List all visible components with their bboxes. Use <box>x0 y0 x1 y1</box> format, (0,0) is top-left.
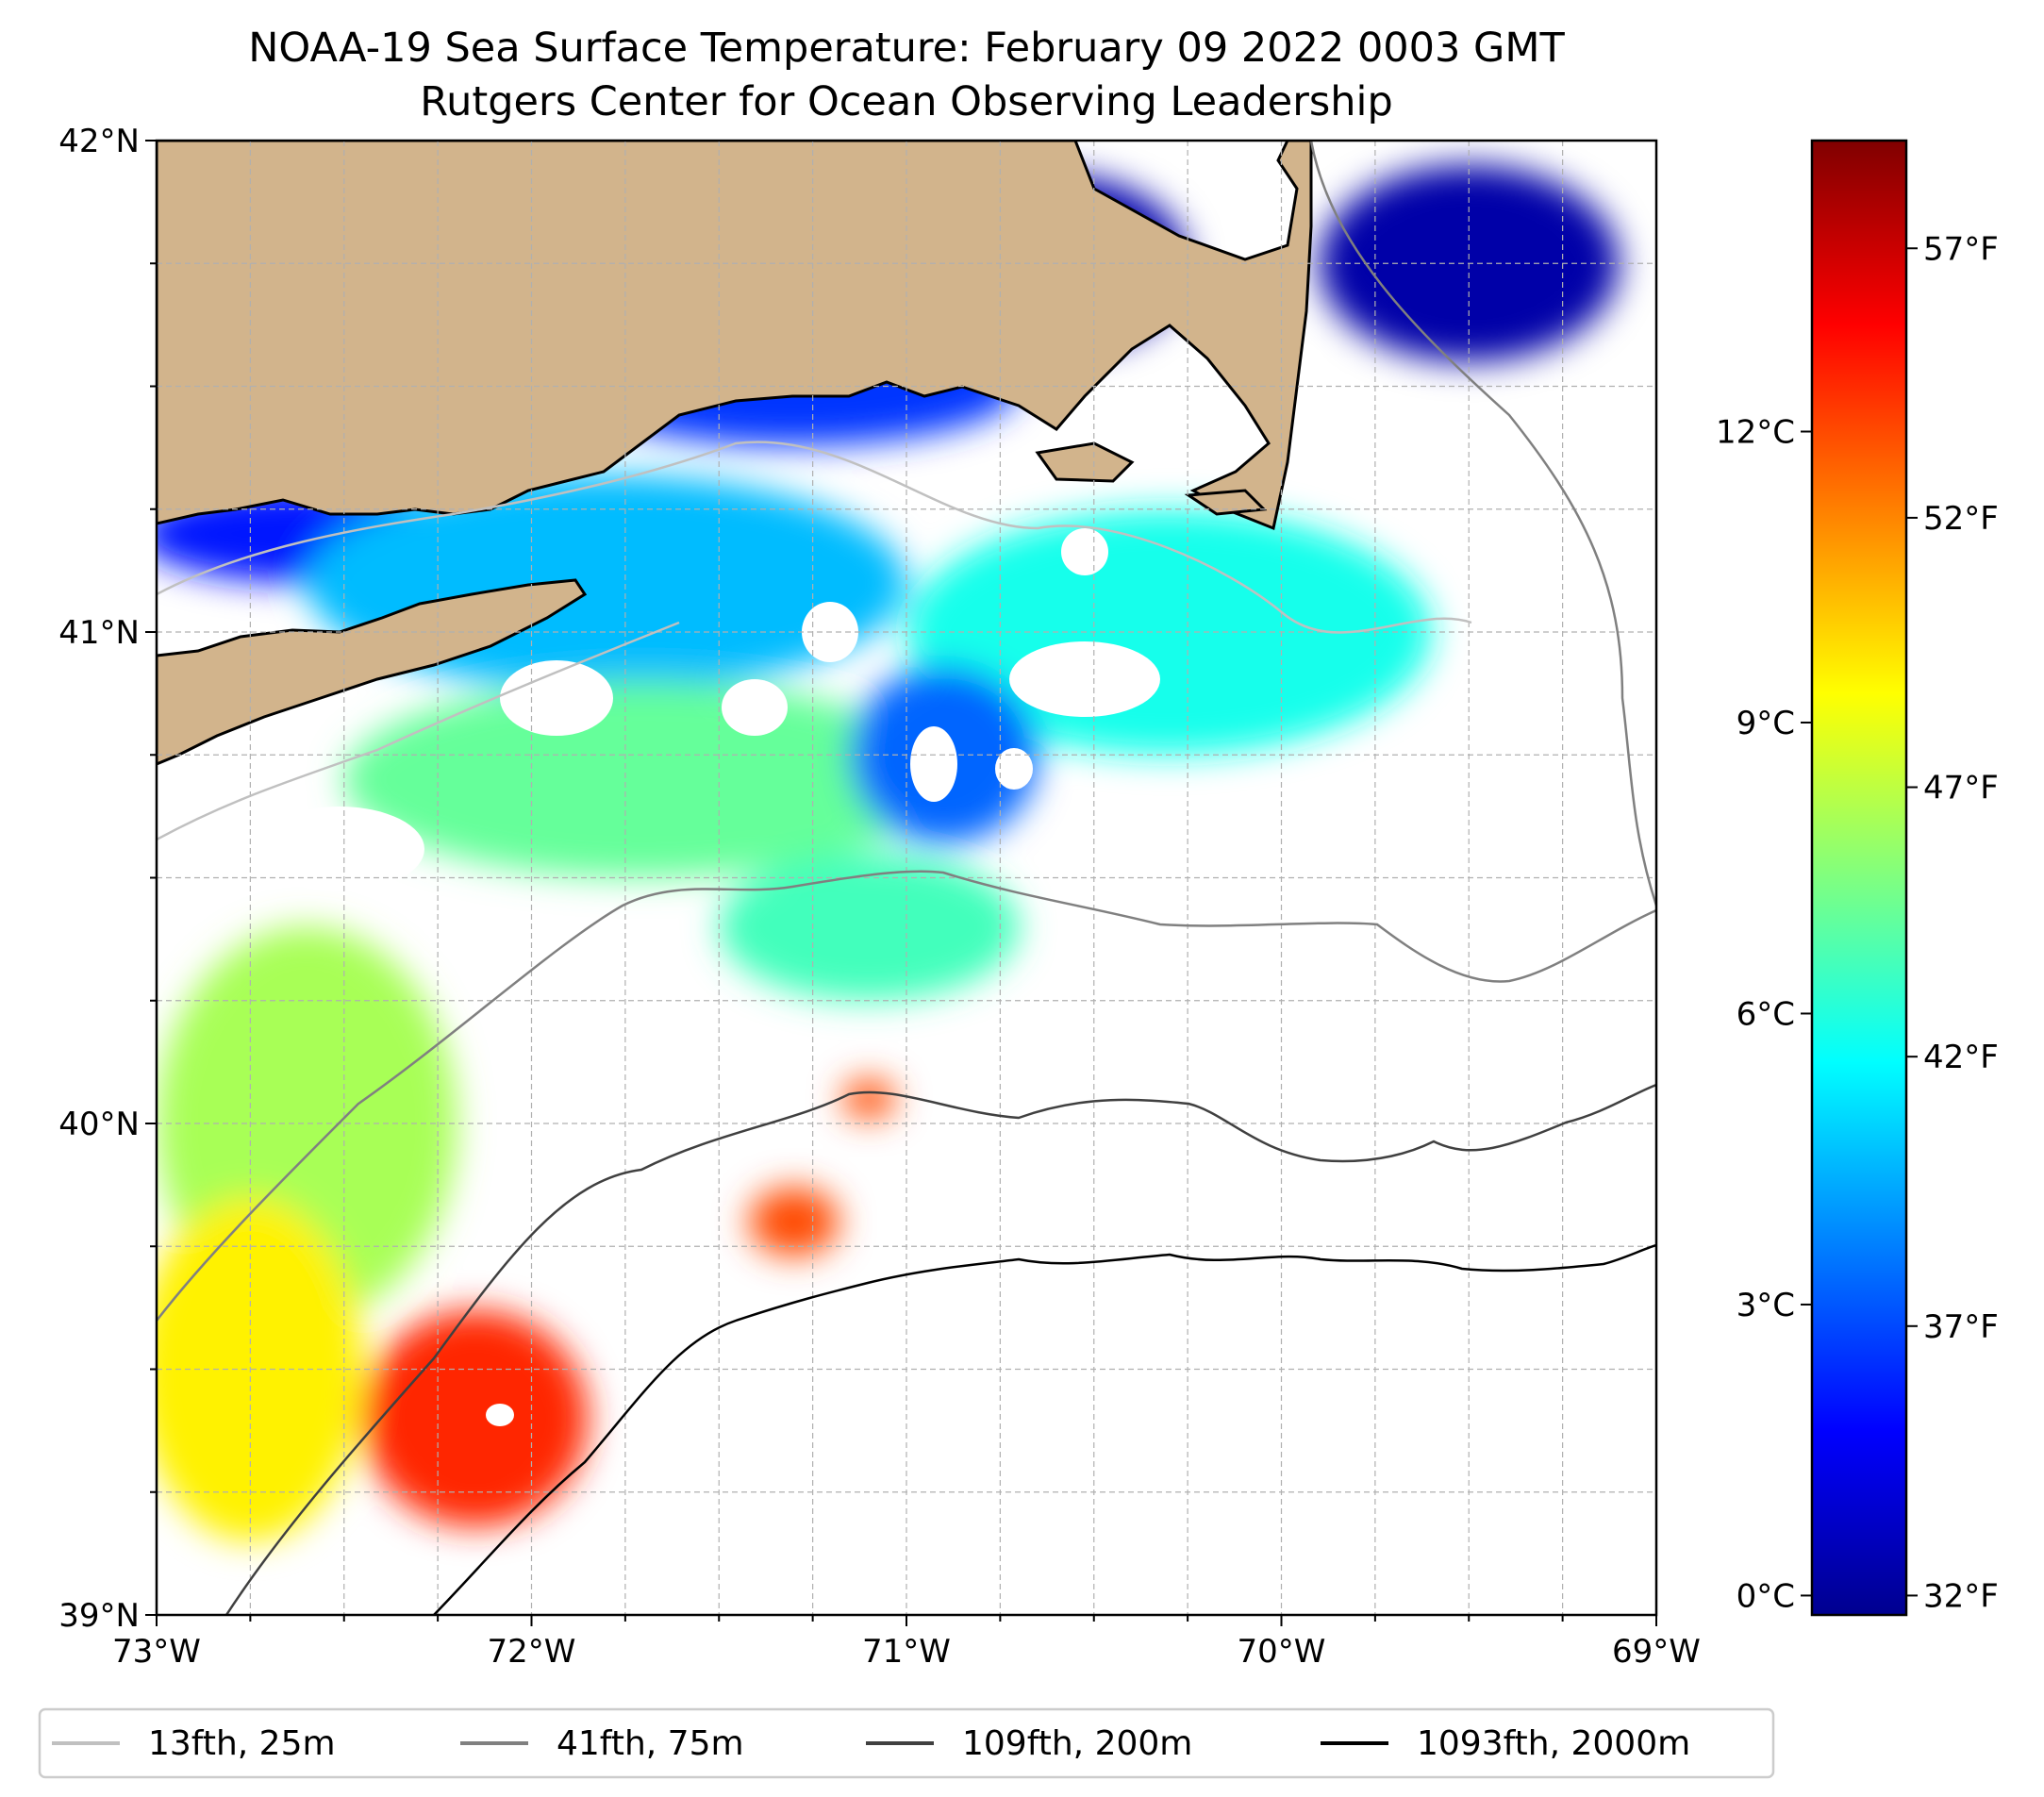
colorbar-celsius-label: 6°C <box>1737 995 1795 1033</box>
lat-tick-label: 42°N <box>58 123 140 160</box>
colorbar-gradient <box>1810 139 1908 1617</box>
isobath-2000m <box>433 1243 1656 1615</box>
lat-tick-label: 41°N <box>58 614 140 652</box>
sst-patch <box>157 1197 363 1541</box>
lon-tick-label: 72°W <box>488 1633 576 1671</box>
latitude-axis: 42°N 41°N 40°N 39°N <box>58 123 157 1635</box>
colorbar-celsius-label: 3°C <box>1737 1287 1795 1324</box>
legend-label-0: 13fth, 25m <box>148 1724 336 1763</box>
colorbar-fahrenheit-label: 37°F <box>1923 1308 1999 1346</box>
lon-tick-label: 71°W <box>862 1633 951 1671</box>
isobath-200m <box>224 1083 1656 1615</box>
cloud-gaps <box>255 330 1339 1426</box>
colorbar-fahrenheit-axis: 32°F 37°F 42°F 47°F 52°F 57°F <box>1906 230 1999 1615</box>
colorbar-celsius-axis: 0°C 3°C 6°C 9°C 12°C <box>1716 413 1812 1615</box>
longitude-axis: 73°W 72°W 71°W 70°W 69°W <box>112 1615 1701 1671</box>
title-line-2: Rutgers Center for Ocean Observing Leade… <box>420 78 1393 125</box>
colorbar-fahrenheit-label: 57°F <box>1923 230 1999 268</box>
lat-tick-label: 39°N <box>58 1597 140 1635</box>
lon-tick-label: 73°W <box>112 1633 201 1671</box>
sst-patch <box>362 1309 589 1527</box>
colorbar-celsius-label: 0°C <box>1737 1577 1795 1615</box>
colorbar-celsius-label: 12°C <box>1716 413 1795 451</box>
isobath-25m <box>157 441 1472 841</box>
map-area <box>157 141 1656 1615</box>
legend-label-2: 109fth, 200m <box>962 1724 1192 1763</box>
colorbar: 0°C 3°C 6°C 9°C 12°C 32°F 37°F 42°F 47°F 52°F 57°… <box>1716 139 1999 1617</box>
legend-label-3: 1093fth, 2000m <box>1417 1724 1690 1763</box>
colorbar-fahrenheit-label: 47°F <box>1923 770 1999 807</box>
isobaths <box>157 141 1656 1615</box>
lon-tick-label: 69°W <box>1612 1633 1701 1671</box>
sst-patch <box>749 1187 839 1256</box>
legend-items: 13fth, 25m 41fth, 75m 109fth, 200m 1093fth,… <box>52 1724 1690 1763</box>
sst-patch <box>343 681 944 878</box>
isobath-75m <box>157 141 1656 1322</box>
colorbar-celsius-label: 9°C <box>1737 705 1795 742</box>
legend-label-1: 41fth, 75m <box>557 1724 744 1763</box>
gridlines <box>157 141 1656 1615</box>
lon-tick-label: 70°W <box>1238 1633 1326 1671</box>
legend: 13fth, 25m 41fth, 75m 109fth, 200m 1093fth,… <box>38 1707 1775 1779</box>
title-line-1: NOAA-19 Sea Surface Temperature: Februar… <box>248 25 1565 72</box>
land-new-england <box>157 141 1313 531</box>
land-long-island <box>157 578 588 766</box>
colorbar-fahrenheit-label: 42°F <box>1923 1039 1999 1076</box>
sst-patch <box>719 853 1020 1001</box>
colorbar-fahrenheit-label: 32°F <box>1923 1577 1999 1615</box>
colorbar-fahrenheit-label: 52°F <box>1923 500 1999 538</box>
land <box>157 141 1313 766</box>
sst-patch <box>842 1079 896 1119</box>
lat-tick-label: 40°N <box>58 1106 140 1143</box>
